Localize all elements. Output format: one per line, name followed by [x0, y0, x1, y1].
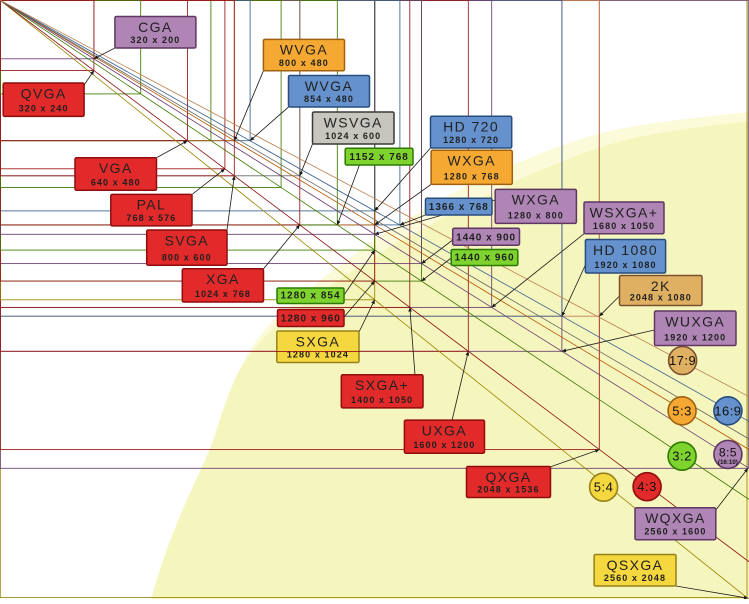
svg-text:5:4: 5:4: [594, 480, 614, 495]
svg-text:1024 x 600: 1024 x 600: [325, 131, 381, 141]
svg-text:WVGA: WVGA: [280, 42, 328, 58]
svg-text:WVGA: WVGA: [305, 78, 353, 94]
svg-text:1600 x 1200: 1600 x 1200: [413, 440, 475, 450]
svg-text:SXGA: SXGA: [296, 333, 341, 349]
svg-text:1280 x 1024: 1280 x 1024: [287, 350, 349, 360]
svg-text:HD 720: HD 720: [443, 119, 499, 135]
svg-text:3:2: 3:2: [672, 449, 692, 464]
svg-text:5:3: 5:3: [672, 403, 692, 418]
svg-text:UXGA: UXGA: [422, 422, 467, 438]
svg-text:1280 x 720: 1280 x 720: [443, 135, 499, 145]
svg-text:SVGA: SVGA: [165, 232, 210, 248]
svg-text:WUXGA: WUXGA: [665, 313, 725, 329]
svg-text:WXGA: WXGA: [448, 153, 496, 169]
svg-text:854 x 480: 854 x 480: [304, 94, 354, 104]
svg-text:16:9: 16:9: [714, 403, 741, 418]
svg-text:WSVGA: WSVGA: [324, 114, 383, 130]
svg-text:XGA: XGA: [206, 271, 240, 287]
svg-text:WXGA: WXGA: [512, 192, 560, 208]
svg-text:1440 x 960: 1440 x 960: [454, 253, 514, 264]
svg-text:2048 x 1080: 2048 x 1080: [630, 293, 692, 303]
svg-text:VGA: VGA: [99, 160, 133, 176]
svg-text:1440 x 900: 1440 x 900: [456, 232, 516, 243]
svg-text:8:5: 8:5: [719, 445, 737, 459]
svg-text:1280 x 768: 1280 x 768: [444, 171, 500, 181]
svg-text:QVGA: QVGA: [21, 85, 67, 101]
svg-text:320 x 240: 320 x 240: [19, 103, 69, 113]
svg-text:800 x 480: 800 x 480: [279, 58, 329, 68]
svg-text:1680 x 1050: 1680 x 1050: [593, 221, 655, 231]
svg-text:2560 x 1600: 2560 x 1600: [644, 527, 706, 537]
svg-text:1366 x 768: 1366 x 768: [429, 202, 489, 213]
svg-text:QXGA: QXGA: [485, 469, 531, 485]
svg-text:1920 x 1080: 1920 x 1080: [594, 260, 656, 270]
svg-text:(16:10): (16:10): [718, 459, 738, 466]
svg-text:1024 x 768: 1024 x 768: [195, 289, 251, 299]
svg-text:1280 x 800: 1280 x 800: [508, 210, 564, 220]
svg-text:WSXGA+: WSXGA+: [590, 204, 659, 220]
svg-text:1280 x 854: 1280 x 854: [280, 291, 340, 302]
svg-text:1152 x 768: 1152 x 768: [349, 152, 409, 163]
svg-text:1400 x 1050: 1400 x 1050: [351, 395, 413, 405]
svg-text:640 x 480: 640 x 480: [91, 177, 141, 187]
svg-text:1920 x 1200: 1920 x 1200: [664, 333, 726, 343]
svg-text:2560 x 2048: 2560 x 2048: [604, 573, 666, 583]
svg-text:WQXGA: WQXGA: [645, 510, 706, 526]
svg-text:HD 1080: HD 1080: [593, 242, 658, 258]
svg-text:PAL: PAL: [137, 197, 167, 213]
svg-text:768 x 576: 768 x 576: [126, 213, 176, 223]
svg-text:800 x 600: 800 x 600: [162, 252, 212, 262]
svg-text:320 x 200: 320 x 200: [130, 35, 180, 45]
svg-text:SXGA+: SXGA+: [355, 377, 409, 393]
svg-text:QSXGA: QSXGA: [607, 557, 664, 573]
svg-text:1280 x 960: 1280 x 960: [281, 314, 341, 325]
svg-text:CGA: CGA: [138, 19, 173, 35]
svg-text:4:3: 4:3: [637, 479, 657, 494]
svg-text:2K: 2K: [651, 278, 671, 294]
svg-text:17:9: 17:9: [669, 353, 696, 368]
svg-text:2048 x 1536: 2048 x 1536: [477, 485, 539, 495]
